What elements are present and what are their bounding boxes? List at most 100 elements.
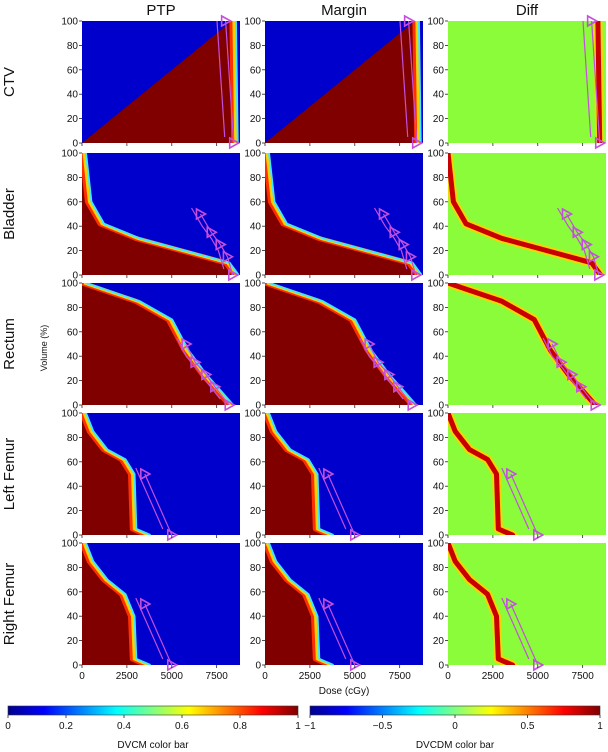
y-tick-label: 100 (244, 149, 261, 160)
colorbar-tick-label: 1 (597, 721, 603, 732)
y-tick-label: 20 (67, 114, 79, 125)
y-tick-label: 100 (427, 17, 444, 28)
y-tick-label: 60 (67, 587, 79, 598)
y-tick-label: 80 (250, 433, 262, 444)
constraint-marker (349, 658, 362, 672)
colorbar-dvcm-color-bar: 0 0.2 0.4 0.6 0.8 1 DVCM color bar (5, 705, 301, 751)
x-tick-label: 2500 (482, 671, 505, 682)
constraint-marker (547, 337, 559, 351)
constraint-line (225, 21, 235, 143)
x-tick-label: 5000 (344, 671, 367, 682)
y-tick-label: 40 (67, 90, 79, 101)
dvh-filled-region (265, 21, 417, 143)
panel-background (448, 413, 606, 535)
y-tick-label: 80 (67, 41, 79, 52)
y-tick-label: 100 (427, 409, 444, 420)
colorbar-tick-label: 0.5 (521, 721, 535, 732)
y-tick-label: 100 (61, 539, 78, 550)
dvh-edge-cyan (85, 283, 234, 405)
constraint-line (565, 213, 600, 275)
constraint-marker (590, 398, 602, 412)
y-tick-label: 40 (250, 482, 262, 493)
constraint-line (408, 21, 418, 143)
constraint-marker (506, 597, 518, 611)
dvh-filled-region (82, 153, 235, 275)
y-tick-label: 40 (67, 222, 79, 233)
constraint-marker (556, 355, 568, 369)
y-tick-label: 80 (250, 303, 262, 314)
diff-band-core (448, 153, 604, 275)
constraint-line (144, 603, 173, 665)
x-tick-label: 7500 (572, 671, 595, 682)
x-tick-label: 0 (79, 671, 85, 682)
constraint-line (327, 473, 356, 535)
x-tick-label: 0 (262, 671, 268, 682)
panel-grid: 0204060801000204060801000204060801000204… (61, 14, 607, 682)
y-tick-label: 100 (427, 539, 444, 550)
y-tick-label: 80 (67, 433, 79, 444)
panel-ctv-ptp: 0 20 40 60 80 100 (61, 14, 241, 150)
constraint-line (327, 603, 356, 665)
y-tick-label: 40 (433, 482, 445, 493)
y-tick-label: 100 (61, 279, 78, 290)
colorbar-tick-label: 1 (295, 721, 301, 732)
y-tick-label: 20 (433, 114, 445, 125)
dvh-filled-region (265, 283, 413, 405)
constraint-marker (228, 136, 241, 150)
y-tick-label: 40 (250, 90, 262, 101)
x-tick-label: 7500 (206, 671, 229, 682)
y-tick-label: 100 (427, 149, 444, 160)
dvh-edge-cyan (268, 283, 417, 405)
diff-band-core (448, 543, 516, 665)
panel-right-femur-ptp: 0 20 40 60 80 100 0 2500 5000 7500 (61, 539, 240, 682)
y-tick-label: 60 (433, 197, 445, 208)
colorbar-tick-label: −0.5 (373, 721, 393, 732)
y-tick-label: 20 (250, 636, 262, 647)
y-tick-label: 0 (72, 661, 78, 672)
constraint-marker (532, 658, 545, 672)
y-tick-label: 60 (67, 457, 79, 468)
diff-band-core (595, 21, 603, 143)
x-tick-label: 5000 (527, 671, 550, 682)
panel-bladder-ptp: 0 20 40 60 80 100 (61, 149, 240, 282)
y-tick-label: 40 (67, 352, 79, 363)
y-tick-label: 60 (433, 457, 445, 468)
y-tick-label: 80 (67, 173, 79, 184)
y-tick-label: 60 (433, 327, 445, 338)
constraint-line (382, 213, 417, 275)
x-tick-label: 2500 (299, 671, 322, 682)
constraint-marker (215, 238, 227, 251)
constraint-line (199, 213, 234, 275)
y-tick-label: 20 (433, 636, 445, 647)
y-tick-label: 80 (67, 563, 79, 574)
y-tick-label: 20 (433, 376, 445, 387)
colorbar-tick-label: 0.4 (117, 721, 131, 732)
column-title-diff: Diff (516, 2, 539, 19)
dvh-edge-red (229, 21, 237, 143)
dvh-edge-cyan (85, 413, 151, 535)
y-tick-label: 100 (427, 279, 444, 290)
y-tick-label: 40 (67, 482, 79, 493)
panel-rectum-margin: 0 20 40 60 80 100 (244, 279, 423, 412)
constraint-marker (405, 250, 418, 264)
y-tick-label: 0 (255, 661, 261, 672)
y-tick-label: 100 (244, 279, 261, 290)
y-tick-label: 0 (255, 401, 261, 412)
y-tick-label: 60 (433, 587, 445, 598)
constraint-marker (323, 597, 335, 611)
panel-background (448, 21, 606, 143)
row-title-rectum: Rectum (1, 318, 18, 370)
y-tick-label: 60 (250, 197, 262, 208)
constraint-marker (561, 207, 574, 221)
constraint-line-offset (399, 21, 409, 138)
y-tick-label: 20 (433, 506, 445, 517)
panel-bladder-diff: 0 20 40 60 80 100 (427, 149, 606, 282)
colorbar-tick-label: 0.8 (233, 721, 247, 732)
dvh-filled-region (265, 153, 418, 275)
dvh-edge-cyan (268, 413, 334, 535)
y-tick-label: 80 (67, 303, 79, 314)
y-tick-label: 0 (438, 401, 444, 412)
constraint-marker (210, 380, 222, 394)
y-tick-label: 20 (67, 636, 79, 647)
